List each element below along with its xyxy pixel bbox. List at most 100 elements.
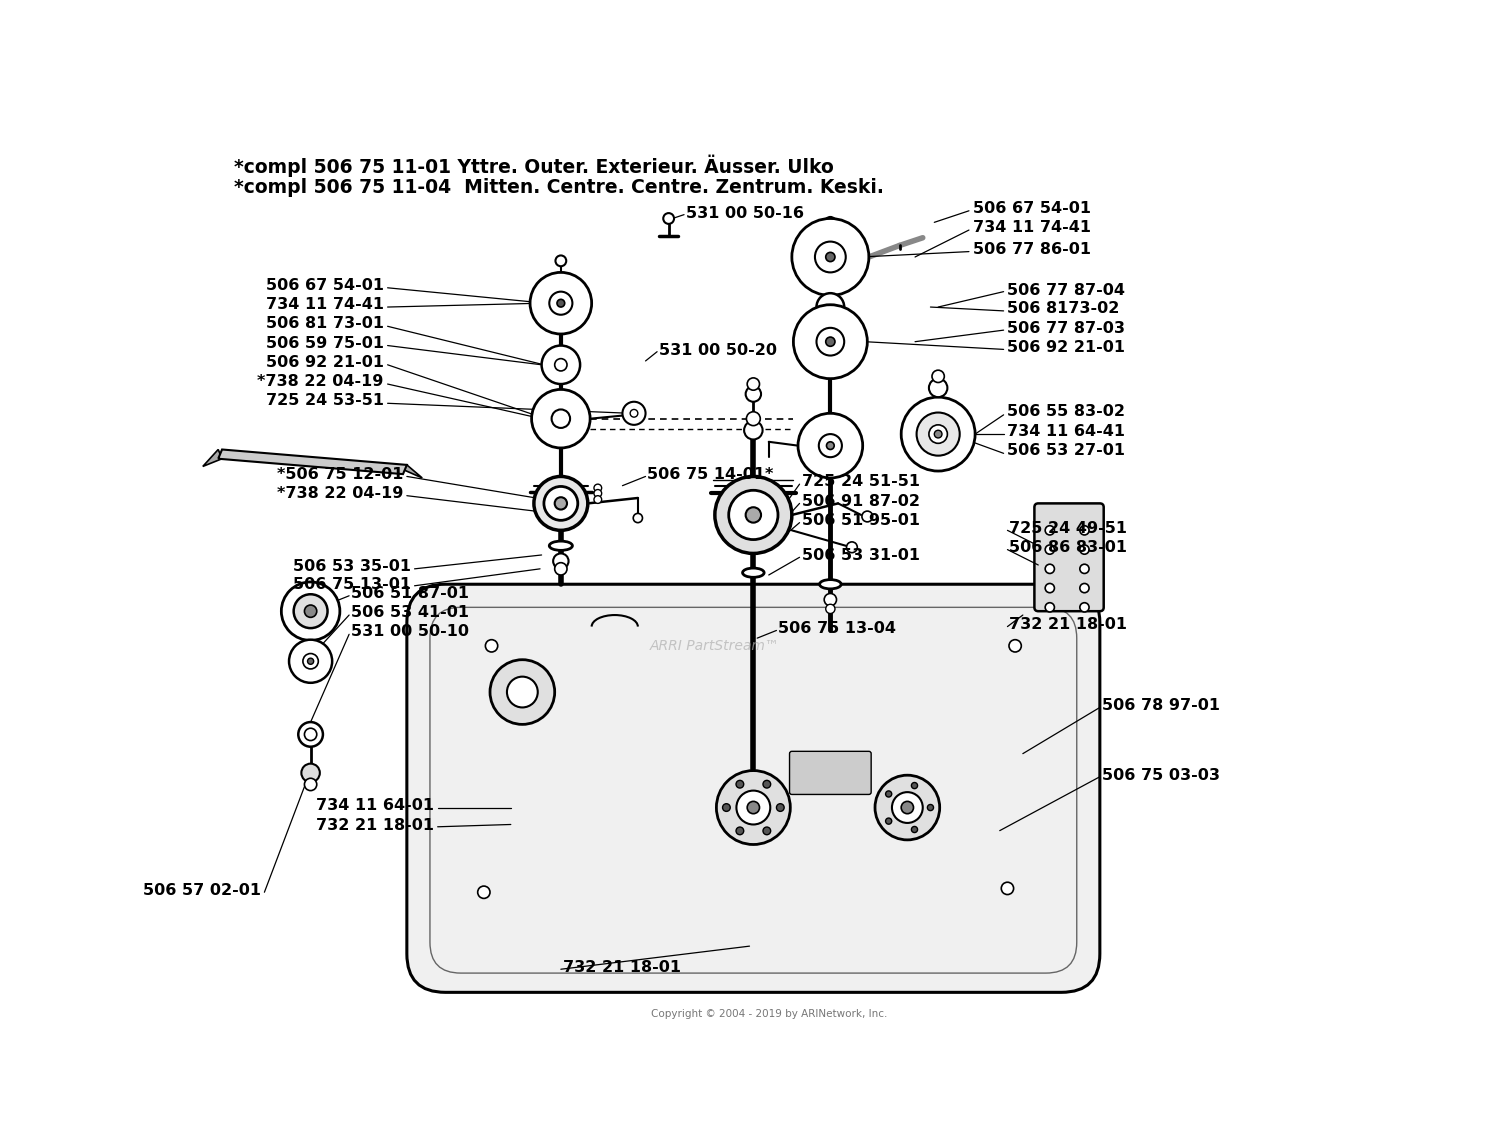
Text: 531 00 50-10: 531 00 50-10	[351, 624, 468, 640]
Circle shape	[815, 242, 846, 272]
Circle shape	[308, 658, 314, 664]
Text: 506 77 86-01: 506 77 86-01	[974, 242, 1090, 257]
Circle shape	[549, 291, 573, 314]
Circle shape	[744, 421, 762, 439]
Circle shape	[885, 791, 891, 797]
Circle shape	[934, 430, 942, 438]
Circle shape	[723, 804, 730, 811]
Text: 734 11 74-41: 734 11 74-41	[266, 297, 384, 312]
PathPatch shape	[404, 465, 423, 478]
Circle shape	[554, 554, 568, 569]
Circle shape	[912, 827, 918, 833]
Text: 506 67 54-01: 506 67 54-01	[974, 201, 1090, 216]
Text: 506 75 13-01: 506 75 13-01	[294, 577, 411, 592]
Circle shape	[1046, 602, 1054, 612]
Text: *compl 506 75 11-04  Mitten. Centre. Centre. Zentrum. Keski.: *compl 506 75 11-04 Mitten. Centre. Cent…	[234, 178, 883, 196]
Text: 506 75 13-04: 506 75 13-04	[778, 622, 896, 637]
Text: 725 24 49-51: 725 24 49-51	[1010, 521, 1126, 536]
Circle shape	[794, 305, 867, 379]
Circle shape	[827, 442, 834, 450]
Text: 732 21 18-01: 732 21 18-01	[1010, 617, 1126, 632]
Circle shape	[862, 512, 873, 522]
Circle shape	[302, 764, 320, 782]
PathPatch shape	[217, 450, 406, 474]
Circle shape	[874, 775, 939, 840]
Ellipse shape	[819, 579, 842, 588]
Circle shape	[816, 328, 844, 356]
Circle shape	[816, 294, 844, 321]
Circle shape	[507, 677, 537, 708]
Text: 506 53 41-01: 506 53 41-01	[351, 606, 468, 621]
FancyBboxPatch shape	[789, 751, 871, 795]
Text: 734 11 64-01: 734 11 64-01	[316, 798, 434, 813]
Text: 506 81 73-01: 506 81 73-01	[266, 317, 384, 331]
Text: 506 77 87-04: 506 77 87-04	[1008, 282, 1125, 297]
Circle shape	[824, 593, 837, 606]
Circle shape	[717, 771, 791, 844]
Circle shape	[298, 723, 322, 747]
Circle shape	[1046, 525, 1054, 535]
Circle shape	[819, 434, 842, 458]
Text: 506 53 27-01: 506 53 27-01	[1008, 443, 1125, 458]
Text: 734 11 74-41: 734 11 74-41	[974, 220, 1090, 235]
Text: 506 57 02-01: 506 57 02-01	[142, 883, 261, 898]
Circle shape	[304, 728, 316, 741]
Circle shape	[530, 272, 591, 334]
Circle shape	[736, 790, 771, 825]
Text: 506 86 83-01: 506 86 83-01	[1010, 540, 1126, 555]
Circle shape	[902, 397, 975, 471]
Circle shape	[1002, 882, 1014, 895]
Circle shape	[1080, 602, 1089, 612]
Circle shape	[916, 413, 960, 455]
Circle shape	[885, 818, 891, 825]
Circle shape	[825, 604, 836, 614]
Text: ARRI PartStream™: ARRI PartStream™	[650, 639, 780, 653]
Circle shape	[747, 377, 759, 390]
Circle shape	[792, 218, 868, 296]
Circle shape	[764, 780, 771, 788]
Circle shape	[294, 594, 327, 629]
Text: 506 53 31-01: 506 53 31-01	[802, 548, 920, 563]
Circle shape	[825, 217, 836, 228]
Text: *compl 506 75 11-01 Yttre. Outer. Exterieur. Äusser. Ulko: *compl 506 75 11-01 Yttre. Outer. Exteri…	[234, 155, 834, 177]
Text: 506 92 21-01: 506 92 21-01	[266, 354, 384, 370]
Circle shape	[736, 827, 744, 835]
Circle shape	[544, 486, 578, 521]
Circle shape	[594, 484, 602, 492]
Text: 506 55 83-02: 506 55 83-02	[1008, 404, 1125, 420]
Circle shape	[663, 213, 674, 224]
Ellipse shape	[742, 568, 764, 577]
Text: 506 78 97-01: 506 78 97-01	[1102, 699, 1220, 713]
Circle shape	[747, 802, 759, 813]
Text: 725 24 51-51: 725 24 51-51	[802, 475, 920, 490]
FancyBboxPatch shape	[1035, 504, 1104, 611]
Circle shape	[927, 804, 933, 811]
Text: 725 24 53-51: 725 24 53-51	[266, 393, 384, 408]
Circle shape	[825, 337, 836, 346]
Text: 506 91 87-02: 506 91 87-02	[802, 493, 920, 508]
Circle shape	[846, 541, 858, 553]
Circle shape	[798, 413, 862, 478]
Text: 732 21 18-01: 732 21 18-01	[562, 960, 681, 975]
Circle shape	[477, 887, 490, 898]
Text: 531 00 50-16: 531 00 50-16	[686, 205, 804, 220]
Circle shape	[630, 409, 638, 418]
Text: 506 77 87-03: 506 77 87-03	[1008, 321, 1125, 336]
Circle shape	[764, 827, 771, 835]
Circle shape	[555, 256, 566, 266]
Circle shape	[902, 802, 914, 813]
Circle shape	[555, 359, 567, 370]
Circle shape	[594, 496, 602, 504]
Circle shape	[531, 390, 590, 448]
Text: 506 8173-02: 506 8173-02	[1008, 301, 1120, 317]
FancyBboxPatch shape	[406, 584, 1100, 992]
Text: *738 22 04-19: *738 22 04-19	[258, 374, 384, 389]
Circle shape	[825, 252, 836, 262]
Text: 506 53 35-01: 506 53 35-01	[294, 559, 411, 574]
Circle shape	[729, 490, 778, 539]
Text: 732 21 18-01: 732 21 18-01	[316, 818, 434, 833]
Circle shape	[1080, 584, 1089, 593]
Circle shape	[928, 379, 948, 397]
Circle shape	[1046, 584, 1054, 593]
Circle shape	[1080, 545, 1089, 554]
